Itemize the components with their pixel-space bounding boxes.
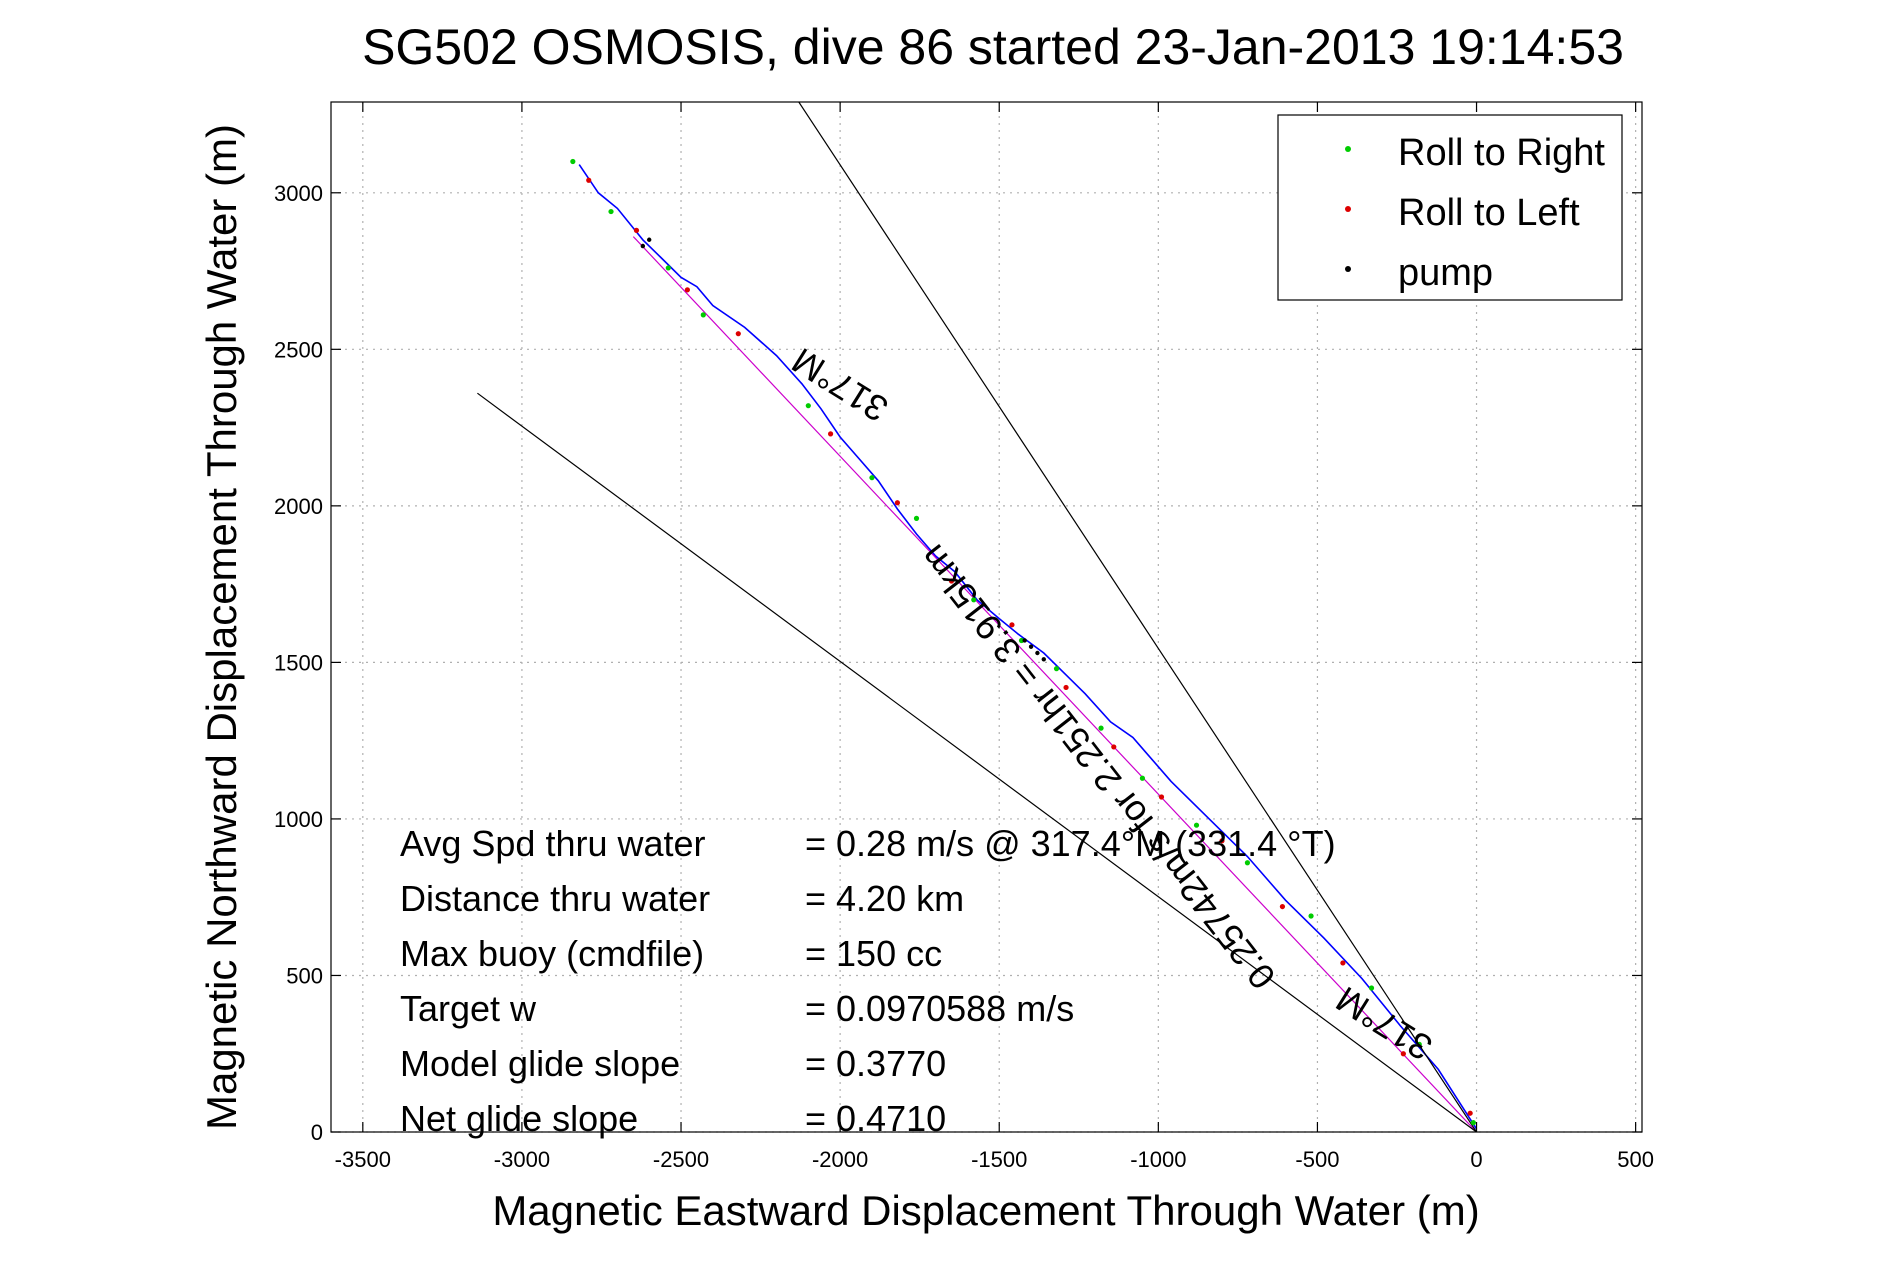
x-axis-label: Magnetic Eastward Displacement Through W… bbox=[492, 1187, 1479, 1234]
x-tick-label: -1500 bbox=[971, 1147, 1027, 1172]
roll-right-point bbox=[608, 208, 614, 215]
pump-point bbox=[647, 237, 652, 242]
stat-label: Avg Spd thru water bbox=[400, 823, 706, 864]
pump-point bbox=[1041, 657, 1046, 662]
stat-value: = 4.20 km bbox=[805, 878, 964, 919]
pump-point bbox=[1035, 650, 1040, 656]
legend-entry: pump bbox=[1398, 252, 1493, 294]
roll-left-point bbox=[1219, 838, 1225, 844]
roll-right-point bbox=[570, 158, 576, 165]
roll-left-point bbox=[1467, 1110, 1473, 1116]
legend-marker bbox=[1345, 206, 1351, 212]
track-series bbox=[578, 164, 1478, 1130]
x-tick-label: -500 bbox=[1295, 1147, 1339, 1172]
legend: Roll to Right Roll to Left pump bbox=[1277, 114, 1623, 301]
y-tick-label: 1000 bbox=[274, 807, 323, 832]
roll-left-point bbox=[684, 287, 690, 293]
pump-point bbox=[640, 243, 646, 249]
stat-label: Target w bbox=[400, 988, 537, 1029]
roll-left-point bbox=[894, 500, 901, 506]
chart-title: SG502 OSMOSIS, dive 86 started 23-Jan-20… bbox=[362, 19, 1624, 75]
stat-value: = 150 cc bbox=[805, 933, 942, 974]
y-axis-label: Magnetic Northward Displacement Through … bbox=[198, 124, 245, 1130]
points-layer bbox=[570, 158, 1476, 1126]
stat-label: Model glide slope bbox=[400, 1043, 680, 1084]
roll-right-point bbox=[700, 312, 706, 318]
legend-entry: Roll to Right bbox=[1398, 132, 1605, 174]
roll-right-point bbox=[1244, 860, 1251, 866]
y-ticks: 0 500 1000 1500 2000 2500 3000 bbox=[274, 181, 1642, 1145]
x-tick-label: -3500 bbox=[335, 1147, 391, 1172]
roll-left-point bbox=[586, 177, 592, 183]
roll-left-point bbox=[735, 331, 741, 337]
summary-stats: Avg Spd thru water = 0.28 m/s @ 317.4°M (… bbox=[400, 823, 1336, 1139]
legend-marker bbox=[1345, 146, 1351, 152]
roll-right-point bbox=[1193, 822, 1200, 828]
x-tick-label: -2000 bbox=[812, 1147, 868, 1172]
roll-right-point bbox=[913, 515, 920, 521]
roll-left-point bbox=[1340, 960, 1346, 966]
stat-value: = 0.4710 bbox=[805, 1098, 946, 1139]
roll-left-point bbox=[633, 227, 640, 233]
y-tick-label: 500 bbox=[286, 963, 323, 988]
roll-right-point bbox=[665, 265, 671, 271]
plot-frame bbox=[330, 101, 1643, 1133]
y-tick-label: 1500 bbox=[274, 650, 323, 675]
roll-left-point bbox=[1111, 744, 1117, 750]
roll-right-point bbox=[1470, 1120, 1476, 1126]
roll-right-point bbox=[1368, 985, 1375, 991]
roll-left-point bbox=[948, 578, 955, 584]
x-tick-label: 0 bbox=[1470, 1147, 1482, 1172]
roll-right-point bbox=[1139, 775, 1146, 781]
stat-value: = 0.0970588 m/s bbox=[805, 988, 1074, 1029]
y-tick-label: 0 bbox=[311, 1120, 323, 1145]
stat-value: = 0.3770 bbox=[805, 1043, 946, 1084]
legend-box bbox=[1277, 114, 1623, 301]
x-tick-label: -1000 bbox=[1130, 1147, 1186, 1172]
roll-right-point bbox=[869, 475, 875, 481]
y-tick-label: 2500 bbox=[274, 337, 323, 362]
pump-point bbox=[1022, 638, 1027, 643]
plot-area bbox=[477, 102, 1478, 1132]
pump-point bbox=[1028, 644, 1034, 649]
roll-left-point bbox=[1158, 794, 1165, 800]
stat-label: Net glide slope bbox=[400, 1098, 638, 1139]
y-tick-label: 2000 bbox=[274, 494, 323, 519]
x-tick-label: 500 bbox=[1617, 1147, 1654, 1172]
legend-entry: Roll to Left bbox=[1398, 192, 1580, 234]
roll-right-point bbox=[1053, 666, 1060, 672]
stat-label: Distance thru water bbox=[400, 878, 710, 919]
x-ticks: -3500 -3000 -2500 -2000 -1500 -1000 -500 0 500 bbox=[335, 102, 1654, 1172]
x-tick-label: -2500 bbox=[653, 1147, 709, 1172]
series-layer bbox=[477, 102, 1478, 1132]
boundary-line-series bbox=[477, 392, 1477, 1132]
roll-left-point bbox=[1400, 1051, 1406, 1057]
legend-items: Roll to Right Roll to Left pump bbox=[1345, 132, 1605, 294]
y-tick-label: 3000 bbox=[274, 181, 323, 206]
roll-right-point bbox=[1018, 637, 1025, 644]
x-tick-label: -3000 bbox=[494, 1147, 550, 1172]
roll-left-point bbox=[1009, 622, 1015, 628]
roll-right-point bbox=[1098, 725, 1104, 731]
roll-left-point bbox=[1279, 903, 1286, 910]
roll-right-point bbox=[971, 597, 977, 603]
roll-left-point bbox=[827, 431, 834, 437]
stat-value: = 0.28 m/s @ 317.4°M (331.4 °T) bbox=[805, 823, 1336, 864]
roll-right-point bbox=[805, 403, 811, 409]
boundary-line-series bbox=[798, 102, 1478, 1132]
roll-right-point bbox=[1416, 1041, 1422, 1047]
stat-label: Max buoy (cmdfile) bbox=[400, 933, 704, 974]
legend-marker bbox=[1345, 266, 1351, 272]
roll-right-point bbox=[1308, 913, 1314, 919]
roll-left-point bbox=[1063, 684, 1069, 691]
heading-line-series bbox=[632, 236, 1477, 1132]
